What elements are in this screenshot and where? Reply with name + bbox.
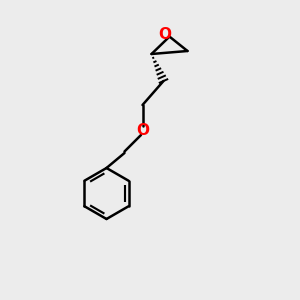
Text: O: O (136, 123, 150, 138)
Text: O: O (158, 27, 172, 42)
